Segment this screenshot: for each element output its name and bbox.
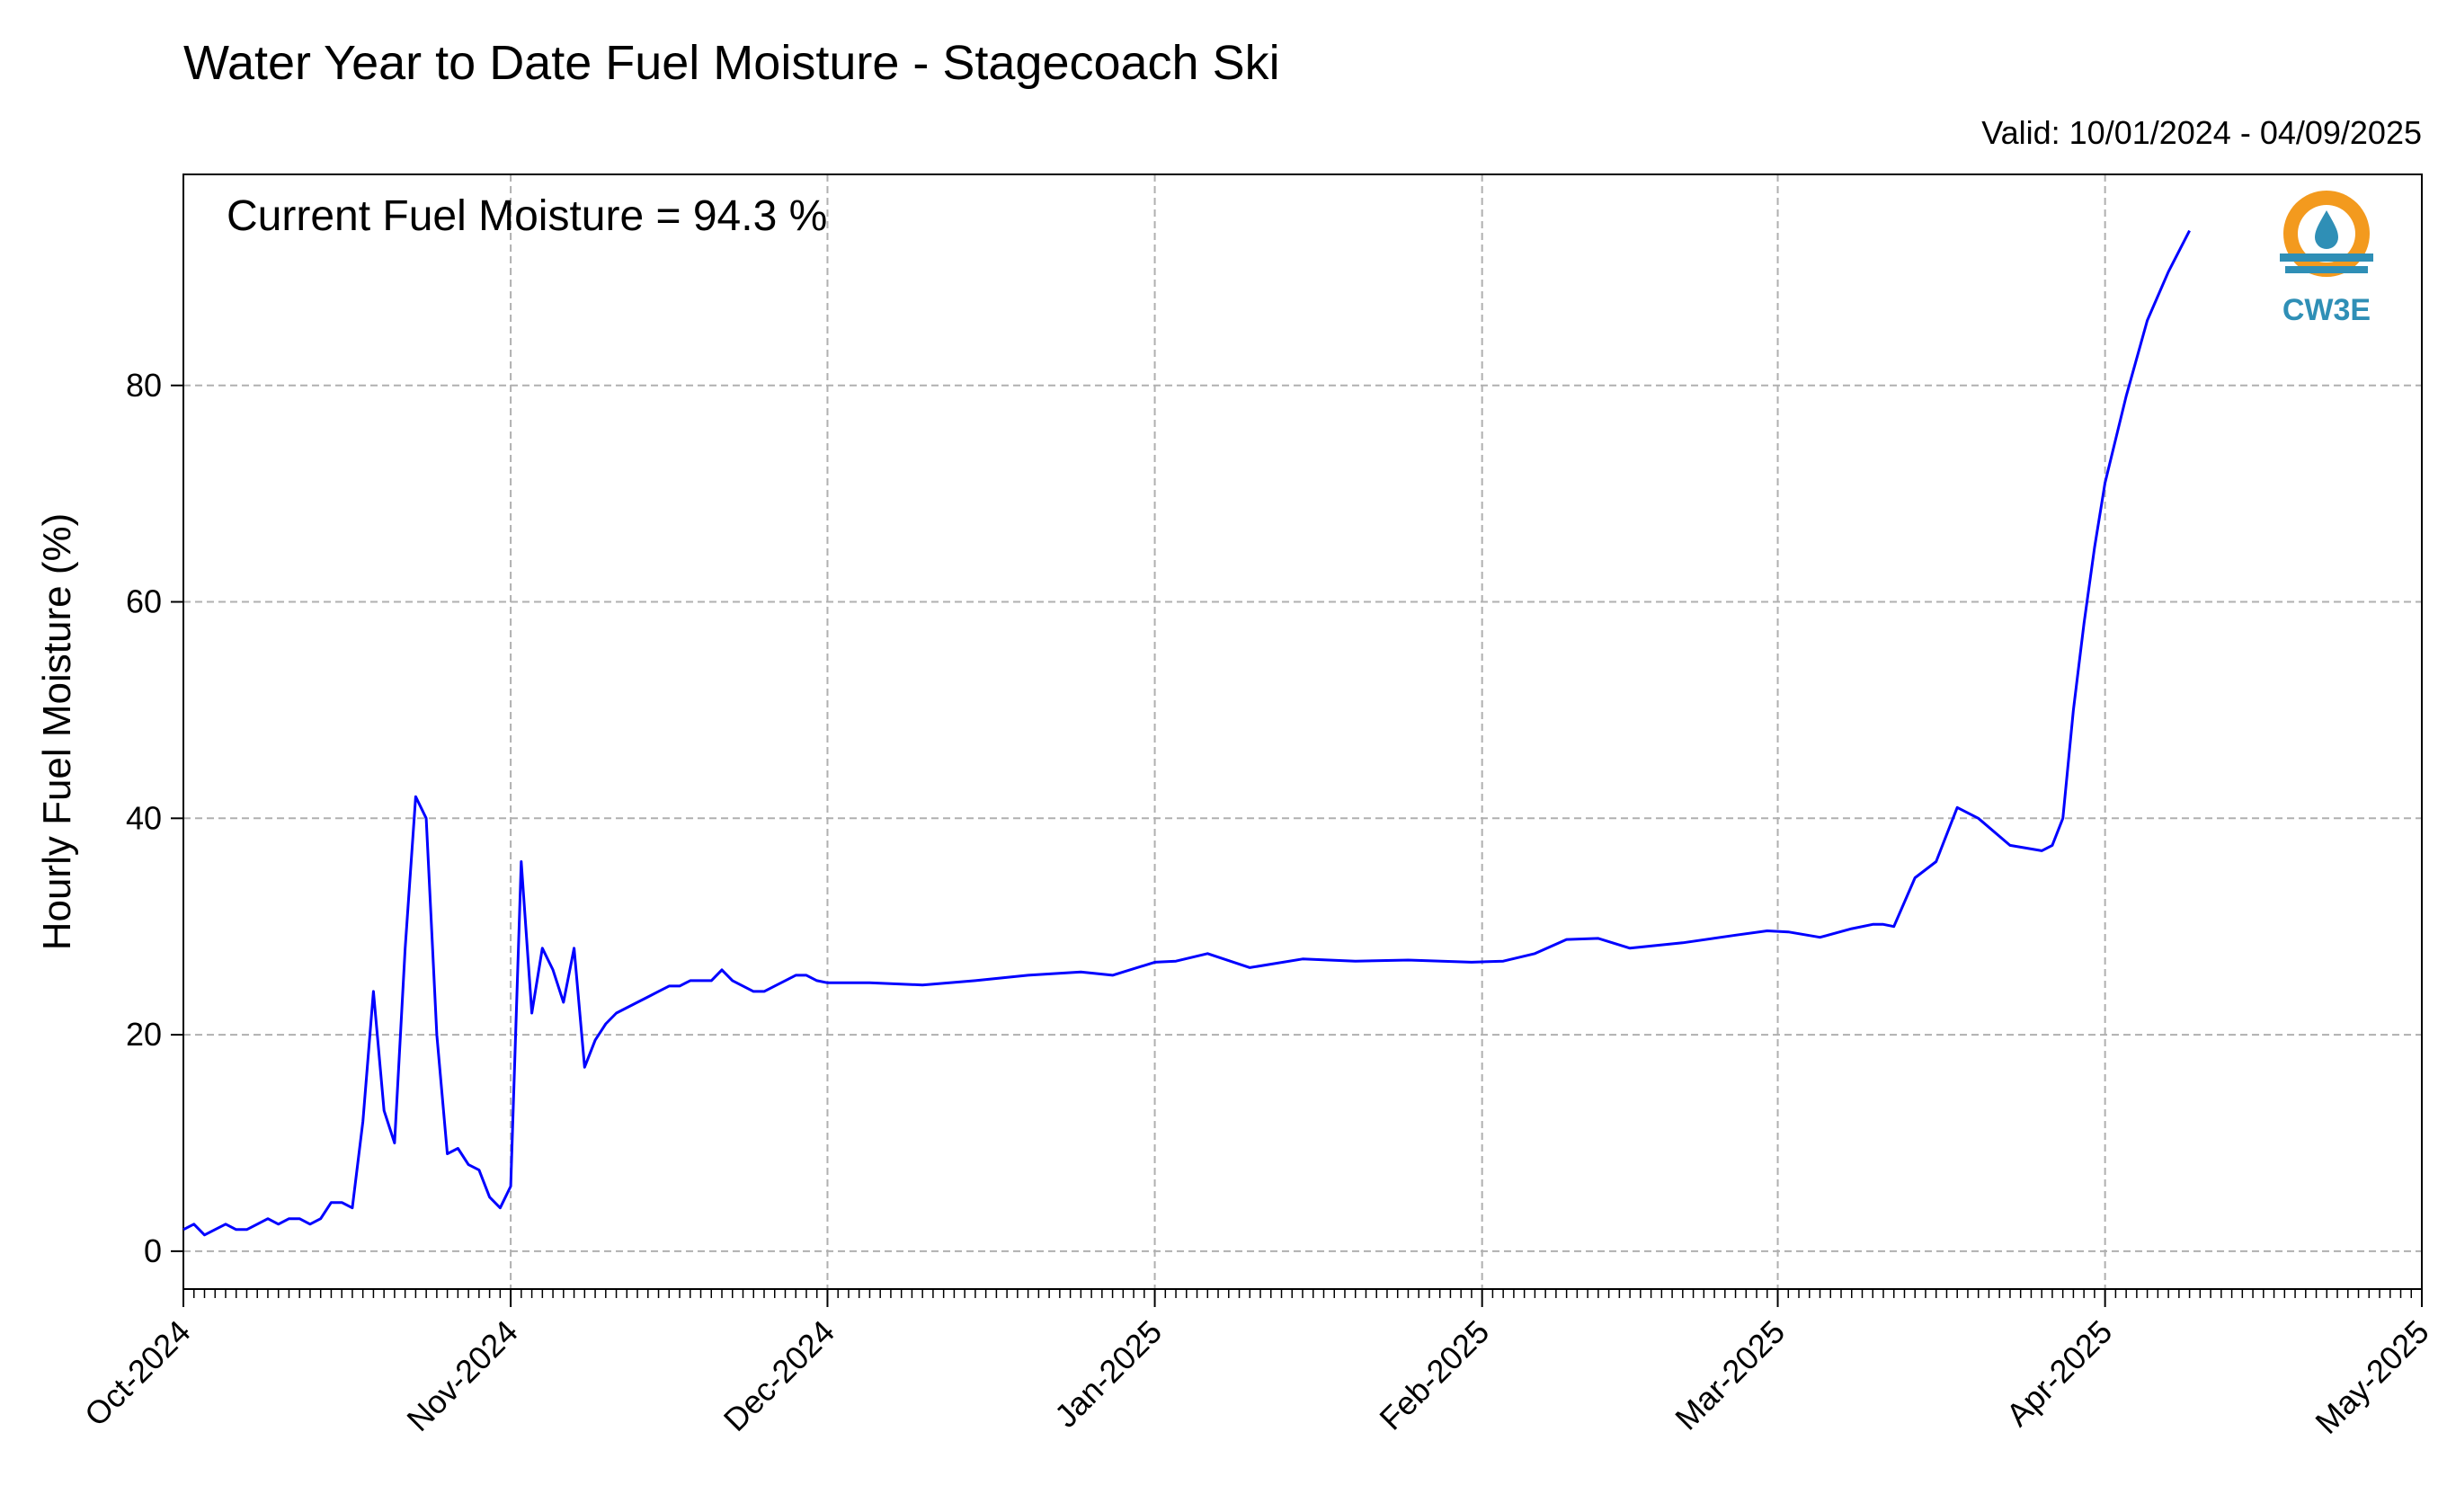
chart-title: Water Year to Date Fuel Moisture - Stage…	[183, 36, 1280, 90]
x-tick-label: Nov-2024	[399, 1313, 524, 1438]
x-tick-label: Oct-2024	[77, 1313, 198, 1434]
y-tick-label: 40	[126, 799, 162, 836]
logo-wave-band-1	[2280, 253, 2373, 262]
logo-wave-band-2	[2285, 266, 2368, 273]
current-fuel-moisture-annotation: Current Fuel Moisture = 94.3 %	[227, 192, 827, 240]
grid-lines	[183, 174, 2422, 1289]
y-tick-label: 60	[126, 583, 162, 620]
x-axis: Oct-2024 Nov-2024 Dec-2024 Jan-2025 Feb-2025…	[77, 1289, 2436, 1441]
plot-frame	[182, 173, 2423, 1290]
x-tick-label: Dec-2024	[716, 1313, 841, 1438]
y-axis: 0 20 40 60 80	[126, 367, 183, 1269]
fuel-moisture-line	[182, 229, 2191, 1237]
valid-date-range: Valid: 10/01/2024 - 04/09/2025	[1981, 114, 2422, 151]
x-tick-label: Jan-2025	[1047, 1313, 1169, 1435]
y-tick-label: 20	[126, 1016, 162, 1053]
x-tick-label: Apr-2025	[1999, 1313, 2120, 1434]
logo-text: CW3E	[2282, 293, 2371, 327]
cw3e-logo: CW3E	[2280, 191, 2373, 327]
y-axis-label: Hourly Fuel Moisture (%)	[35, 513, 79, 951]
x-tick-label: May-2025	[2308, 1313, 2435, 1441]
x-tick-label: Feb-2025	[1372, 1313, 1496, 1437]
logo-droplet-icon	[2315, 210, 2338, 249]
y-tick-label: 0	[144, 1232, 162, 1269]
y-tick-label: 80	[126, 367, 162, 404]
x-tick-label: Mar-2025	[1668, 1313, 1792, 1437]
